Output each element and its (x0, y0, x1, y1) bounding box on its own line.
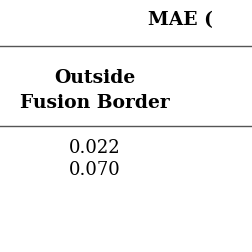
Text: MAE (: MAE ( (147, 11, 212, 29)
Text: 0.022: 0.022 (69, 138, 120, 156)
Text: 0.070: 0.070 (69, 160, 120, 178)
Text: Fusion Border: Fusion Border (20, 94, 169, 112)
Text: Outside: Outside (54, 69, 135, 87)
